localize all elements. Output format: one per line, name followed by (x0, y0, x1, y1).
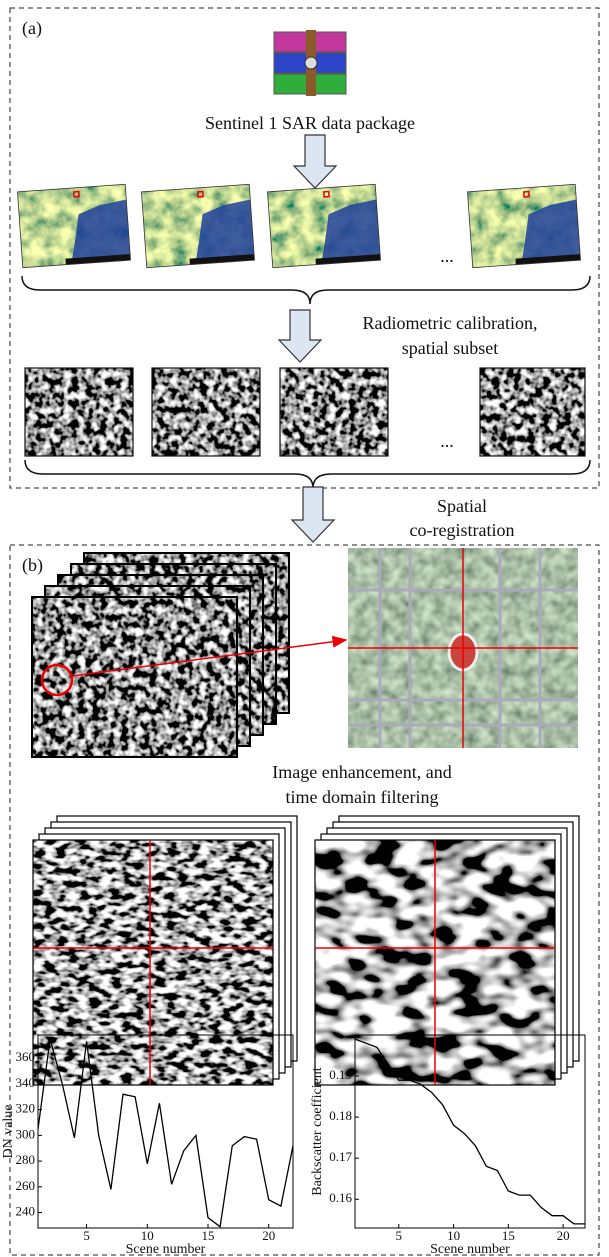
x-tick-label: 10 (447, 1228, 460, 1243)
x-axis-label: Scene number (126, 1242, 206, 1257)
flow-arrow (294, 135, 336, 188)
x-tick-label: 15 (502, 1228, 515, 1243)
y-tick-label: 0.16 (329, 1190, 352, 1205)
step-text: Spatial (437, 496, 487, 516)
ellipsis: ... (440, 431, 454, 451)
ellipsis: ... (440, 246, 454, 266)
satellite-image (17, 184, 130, 267)
satellite-image (267, 184, 380, 267)
y-axis-label: DN value (1, 1104, 16, 1158)
flow-arrow (292, 487, 334, 542)
step-text: time domain filtering (286, 787, 439, 807)
sar-image (480, 368, 585, 456)
step-text: spatial subset (402, 338, 499, 358)
x-axis-label: Scene number (430, 1242, 510, 1257)
x-tick-label: 5 (83, 1228, 90, 1243)
y-tick-label: 240 (16, 1204, 36, 1219)
x-tick-label: 10 (141, 1228, 154, 1243)
y-tick-label: 360 (16, 1049, 36, 1064)
step-text: co-registration (410, 520, 515, 540)
brace (22, 276, 590, 304)
satellite-image (141, 184, 254, 267)
step-text: Radiometric calibration, (363, 313, 538, 333)
x-tick-label: 15 (202, 1228, 215, 1243)
brace (25, 460, 590, 488)
x-tick-label: 20 (557, 1228, 570, 1243)
y-tick-label: 300 (16, 1126, 36, 1141)
y-axis-label: Backscatter coefficient (310, 1067, 325, 1196)
archive-icon (274, 30, 346, 96)
sar-image (280, 368, 388, 456)
y-tick-label: 0.17 (329, 1149, 352, 1164)
y-tick-label: 320 (16, 1101, 36, 1116)
y-tick-label: 280 (16, 1152, 36, 1167)
panel-label: (b) (22, 555, 43, 576)
sar-image (25, 368, 133, 456)
sar-image (32, 597, 237, 757)
flow-arrow (279, 310, 321, 362)
y-tick-label: 0.18 (329, 1108, 352, 1123)
x-tick-label: 5 (396, 1228, 403, 1243)
satellite-image (467, 184, 580, 267)
sar-image (152, 368, 260, 456)
y-tick-label: 0.19 (329, 1067, 352, 1082)
y-tick-label: 340 (16, 1075, 36, 1090)
x-tick-label: 20 (262, 1228, 275, 1243)
figure: (a) Sentinel 1 SAR data package ... Radi… (0, 0, 609, 1257)
step-text: Image enhancement, and (272, 762, 451, 782)
cube-layer (33, 840, 273, 1085)
panel-label: (a) (22, 18, 42, 39)
step-text: Sentinel 1 SAR data package (205, 113, 415, 133)
y-tick-label: 260 (16, 1178, 36, 1193)
